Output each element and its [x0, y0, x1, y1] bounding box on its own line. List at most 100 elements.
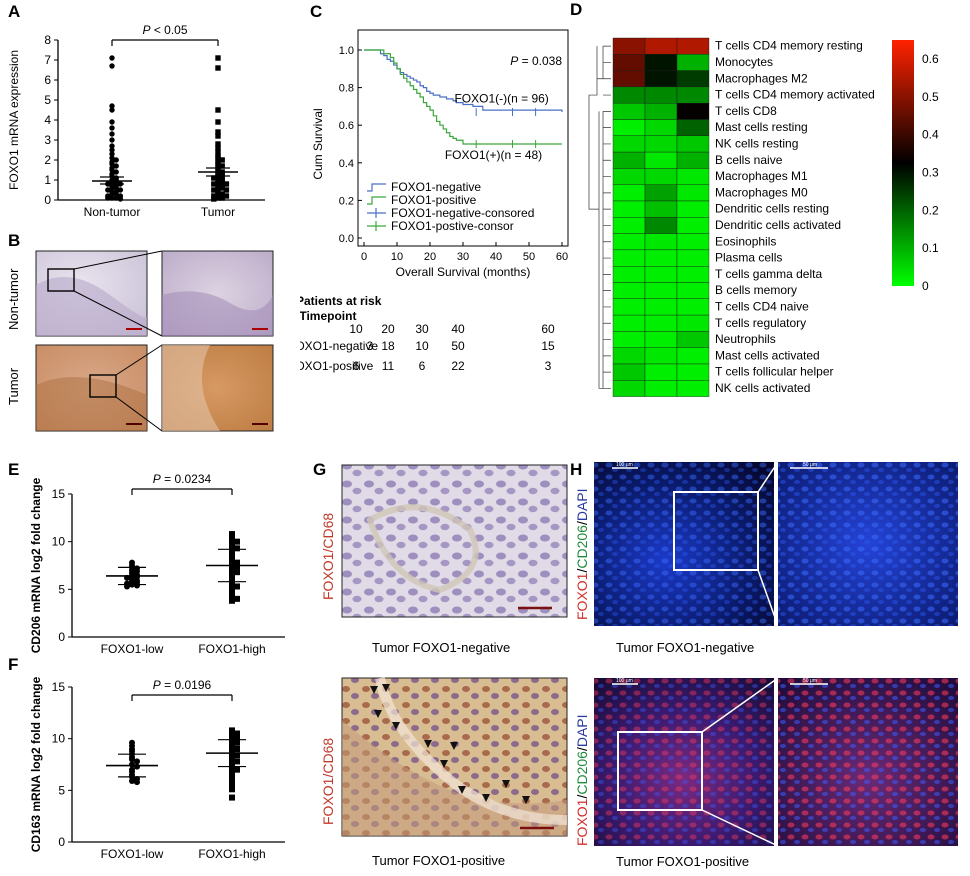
data-point-square: [234, 766, 240, 773]
heatmap-cell: [612, 298, 646, 316]
heatmap-row-label: T cells CD8: [715, 104, 777, 118]
panel-b-label-nontumor: Non-tumor: [6, 268, 21, 330]
y-tick-label: 5: [58, 783, 65, 797]
panel-g-stain-label-bottom: FOXO1/CD68: [320, 738, 336, 825]
heatmap-cell: [676, 102, 710, 120]
legend-label: FOXO1-negative-consored: [391, 206, 534, 220]
y-tick-label: 0.0: [339, 233, 354, 245]
heatmap-row-label: T cells CD4 memory activated: [715, 88, 875, 102]
heatmap-cell: [612, 331, 646, 348]
x-tick-label: 50: [523, 251, 535, 263]
heatmap-row-label: B cells memory: [715, 283, 797, 297]
heatmap-cell: [676, 86, 710, 104]
y-axis-label: FOXO1 mRNA expression: [7, 50, 21, 190]
he-tumor-overview: [35, 344, 148, 432]
heatmap-cell: [612, 282, 646, 299]
stain-cd206: CD206: [574, 525, 590, 569]
heatmap-cell: [612, 184, 646, 202]
data-point-square: [215, 195, 221, 201]
heatmap-cell: [644, 249, 678, 267]
heatmap-row-label: Macrophages M2: [715, 71, 808, 85]
data-point-square: [234, 739, 240, 746]
data-point-circle: [109, 147, 115, 153]
data-point-circle: [109, 63, 115, 69]
panel-b: Non-tumor Tumor: [0, 245, 310, 460]
data-point-square: [229, 764, 235, 771]
heatmap-row-label: T cells gamma delta: [715, 267, 822, 281]
heatmap-row-label: Eosinophils: [715, 234, 776, 248]
y-tick-label: 0.2: [339, 195, 354, 207]
risk-table-value: 6: [353, 359, 360, 373]
data-point-square: [234, 735, 240, 742]
survival-curve: [364, 49, 563, 113]
y-tick-label: 2: [44, 153, 51, 167]
data-point-square: [234, 563, 240, 570]
y-axis-label: Cum Survival: [311, 108, 325, 179]
data-point-square: [229, 597, 235, 604]
y-tick-label: 15: [52, 680, 66, 694]
heatmap-cell: [644, 266, 678, 283]
colorbar-tick-label: 0: [922, 279, 929, 293]
stain-cd68: CD68: [320, 737, 336, 774]
heatmap-cell: [676, 184, 710, 202]
panel-letter-b: B: [8, 231, 21, 250]
colorbar-tick-label: 0.5: [922, 90, 939, 104]
stain-foxo1: FOXO1: [574, 572, 590, 620]
heatmap-row-label: Plasma cells: [715, 251, 782, 265]
heatmap-cell: [676, 331, 710, 348]
heatmap-cell: [676, 217, 710, 234]
data-point-circle: [109, 103, 115, 109]
risk-table-value: 6: [419, 359, 426, 373]
heatmap-cell: [644, 347, 678, 365]
data-point-square: [223, 181, 230, 187]
panel-g-stain-label-top: FOXO1/CD68: [320, 513, 336, 600]
risk-table-value: 3: [545, 359, 552, 373]
heatmap-cell: [612, 200, 646, 218]
x-category-label: Non-tumor: [84, 205, 141, 219]
data-point-circle: [109, 155, 115, 161]
x-category-label: FOXO1-low: [101, 847, 164, 861]
data-point-square: [234, 559, 240, 566]
x-axis-label: Overall Survival (months): [396, 265, 531, 279]
y-tick-label: 7: [44, 53, 51, 67]
data-point-square: [229, 774, 235, 781]
heatmap-cell: [612, 217, 646, 234]
data-point-square: [215, 55, 221, 61]
data-point-square: [229, 581, 235, 588]
risk-table-value: 50: [451, 339, 465, 353]
panel-h-caption-top: Tumor FOXO1-negative: [616, 640, 755, 655]
y-tick-label: 1: [44, 173, 51, 187]
y-tick-label: 0: [58, 835, 65, 849]
data-point-square: [234, 569, 240, 576]
y-tick-label: 0.4: [339, 158, 354, 170]
p-value-annotation: P < 0.05: [142, 23, 187, 37]
scale-label-100um-top: 100 μm: [616, 462, 633, 468]
data-point-square: [215, 129, 221, 135]
heatmap-cell: [644, 135, 678, 153]
heatmap-cell: [676, 70, 710, 88]
heatmap-cell: [676, 151, 710, 169]
stain-dapi: DAPI: [574, 714, 590, 748]
data-point-square: [215, 161, 221, 167]
data-point-square: [219, 163, 225, 169]
risk-table-value: 10: [415, 339, 429, 353]
heatmap-cell: [644, 54, 678, 71]
data-point-square: [234, 758, 240, 765]
heatmap-cell: [676, 347, 710, 365]
heatmap-cell: [676, 298, 710, 316]
panel-b-label-tumor: Tumor: [6, 367, 21, 405]
data-point-circle: [113, 185, 119, 191]
heatmap-cell: [676, 363, 710, 381]
data-point-square: [211, 187, 217, 193]
y-tick-label: 3: [44, 133, 51, 147]
data-point-square: [215, 107, 221, 113]
panel-h-images: 100 μm 50 μm 100 μm 50 μm: [594, 461, 958, 847]
data-point-square: [229, 768, 235, 775]
heatmap-cell: [612, 380, 646, 397]
positive-n-label: FOXO1(+)(n = 48): [445, 148, 542, 162]
y-tick-label: 1.0: [339, 45, 354, 57]
data-point-circle: [105, 195, 111, 201]
panel-h-caption-bottom: Tumor FOXO1-positive: [616, 854, 750, 869]
heatmap-cell: [612, 37, 646, 55]
data-point-circle: [129, 778, 135, 785]
